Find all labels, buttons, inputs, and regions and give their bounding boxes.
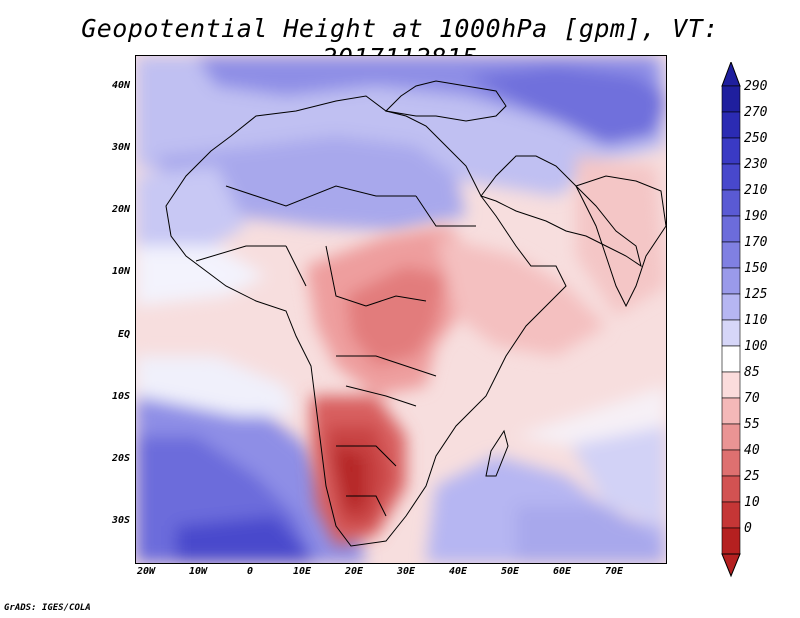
colorbar-label: 190 bbox=[744, 209, 768, 224]
colorbar-label: 270 bbox=[744, 105, 768, 120]
lat-label-20n: 20N bbox=[111, 204, 130, 215]
lon-label-30e: 30E bbox=[396, 566, 416, 577]
lat-label-10n: 10N bbox=[111, 266, 130, 277]
colorbar-segment bbox=[721, 319, 741, 347]
colorbar-segment bbox=[721, 85, 741, 113]
colorbar-segment bbox=[721, 293, 741, 321]
colorbar-label: 250 bbox=[744, 131, 768, 146]
colorbar-max-arrow bbox=[721, 62, 741, 87]
colorbar bbox=[721, 62, 741, 578]
lat-label-30n: 30N bbox=[111, 142, 130, 153]
colorbar-label: 25 bbox=[744, 469, 760, 484]
colorbar-segment bbox=[721, 267, 741, 295]
lat-label-eq: EQ bbox=[117, 329, 130, 340]
lat-label-40n: 40N bbox=[111, 80, 130, 91]
colorbar-segment bbox=[721, 527, 741, 555]
lon-label-70e: 70E bbox=[604, 566, 624, 577]
lon-label-10e: 10E bbox=[292, 566, 312, 577]
lat-label-10s: 10S bbox=[111, 391, 130, 402]
lon-label-40e: 40E bbox=[448, 566, 468, 577]
lon-label-60e: 60E bbox=[552, 566, 572, 577]
colorbar-segment bbox=[721, 345, 741, 373]
colorbar-label: 85 bbox=[744, 365, 760, 380]
lat-label-20s: 20S bbox=[111, 453, 130, 464]
colorbar-segment bbox=[721, 423, 741, 451]
colorbar-label: 230 bbox=[744, 157, 768, 172]
lon-label-20e: 20E bbox=[344, 566, 364, 577]
colorbar-segment bbox=[721, 371, 741, 399]
colorbar-label: 100 bbox=[744, 339, 768, 354]
field-low-pressure bbox=[306, 156, 666, 546]
colorbar-segment bbox=[721, 501, 741, 529]
colorbar-segment bbox=[721, 137, 741, 165]
colorbar-label: 125 bbox=[744, 287, 768, 302]
colorbar-label: 150 bbox=[744, 261, 768, 276]
colorbar-label: 40 bbox=[744, 443, 760, 458]
colorbar-segment bbox=[721, 449, 741, 477]
credit-text: GrADS: IGES/COLA bbox=[4, 603, 91, 613]
colorbar-segment bbox=[721, 475, 741, 503]
colorbar-segment bbox=[721, 215, 741, 243]
lon-label-20w: 20W bbox=[136, 566, 156, 577]
colorbar-segment bbox=[721, 111, 741, 139]
colorbar-label: 70 bbox=[744, 391, 760, 406]
colorbar-segment bbox=[721, 163, 741, 191]
field-high-pressure bbox=[136, 56, 666, 563]
colorbar-min-arrow bbox=[721, 553, 741, 578]
colorbar-label: 170 bbox=[744, 235, 768, 250]
lon-label-0: 0 bbox=[246, 566, 254, 577]
colorbar-label: 0 bbox=[744, 521, 752, 536]
colorbar-label: 10 bbox=[744, 495, 760, 510]
lon-label-10w: 10W bbox=[188, 566, 208, 577]
map-plot-area bbox=[135, 55, 667, 564]
lat-label-30s: 30S bbox=[111, 515, 130, 526]
coastlines bbox=[165, 80, 666, 547]
map-field bbox=[136, 56, 666, 563]
colorbar-label: 210 bbox=[744, 183, 768, 198]
colorbar-label: 110 bbox=[744, 313, 768, 328]
colorbar-label: 290 bbox=[744, 79, 768, 94]
colorbar-segment bbox=[721, 241, 741, 269]
colorbar-label: 55 bbox=[744, 417, 760, 432]
colorbar-segment bbox=[721, 189, 741, 217]
colorbar-segment bbox=[721, 397, 741, 425]
lon-label-50e: 50E bbox=[500, 566, 520, 577]
